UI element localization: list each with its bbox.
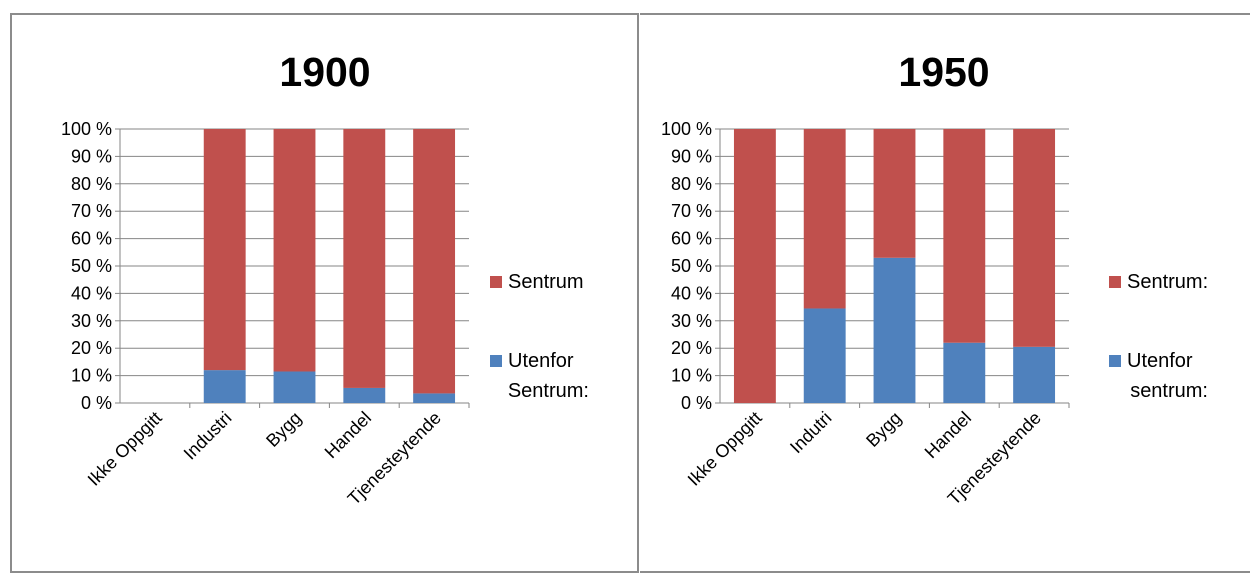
legend-swatch-sentrum xyxy=(1109,276,1121,288)
chart-panel-1900: 1900 0 % 10 % 20 % 30 % 40 % 50 % 60 % 70 % 80 % 9… xyxy=(10,13,639,573)
y-tick-label: 10 % xyxy=(71,366,112,386)
y-tick-label: 90 % xyxy=(671,146,712,166)
y-tick-label: 90 % xyxy=(71,146,112,166)
bar-blue-2 xyxy=(873,257,916,403)
bar-blue-4 xyxy=(1013,346,1056,403)
chart-1900: 1900 0 % 10 % 20 % 30 % 40 % 50 % 60 % 70 % 80 % 9… xyxy=(61,49,589,509)
y-tick-label: 70 % xyxy=(71,201,112,221)
bar-red-1 xyxy=(203,129,246,371)
legend-swatch-sentrum xyxy=(490,276,502,288)
y-tick-label: 80 % xyxy=(671,174,712,194)
y-tick-label: 60 % xyxy=(671,229,712,249)
y-tick-label: 30 % xyxy=(71,311,112,331)
y-tick-label: 100 % xyxy=(61,119,112,139)
bar-red-3 xyxy=(343,129,386,388)
x-tick-label: Handel xyxy=(321,408,375,462)
x-tick-label: Indutri xyxy=(786,408,836,458)
bar-blue-1 xyxy=(203,370,246,403)
y-tick-label: 50 % xyxy=(671,256,712,276)
chart-panel-1950: 1950 0 % 10 % 20 % 30 % 40 % 50 % 60 % 70 % 80 % 9… xyxy=(640,13,1250,573)
y-tick-label: 0 % xyxy=(681,393,712,413)
chart-1950: 1950 0 % 10 % 20 % 30 % 40 % 50 % 60 % 70 % 80 % 9… xyxy=(661,49,1208,509)
bar-red-4 xyxy=(413,129,456,394)
y-tick-label: 20 % xyxy=(671,338,712,358)
x-tick-label: Handel xyxy=(921,408,975,462)
legend-swatch-utenfor xyxy=(1109,355,1121,367)
bar-red-2 xyxy=(273,129,316,372)
bar-red-0 xyxy=(733,129,776,403)
bar-blue-1 xyxy=(803,308,846,403)
bar-red-1 xyxy=(803,129,846,309)
y-tick-label: 10 % xyxy=(671,366,712,386)
bar-red-3 xyxy=(943,129,986,343)
bar-blue-2 xyxy=(273,371,316,403)
y-tick-label: 80 % xyxy=(71,174,112,194)
x-tick-label: Industri xyxy=(180,408,236,464)
x-tick-label: Bygg xyxy=(262,408,305,451)
bar-blue-3 xyxy=(943,342,986,403)
y-tick-label: 100 % xyxy=(661,119,712,139)
legend-label-sentrum: Sentrum: xyxy=(1127,271,1208,293)
y-tick-label: 30 % xyxy=(671,311,712,331)
bar-red-4 xyxy=(1013,129,1056,347)
y-tick-label: 40 % xyxy=(671,283,712,303)
y-tick-label: 50 % xyxy=(71,256,112,276)
y-tick-label: 40 % xyxy=(71,283,112,303)
bar-red-2 xyxy=(873,129,916,258)
x-tick-label: Ikke Oppgitt xyxy=(684,408,766,490)
bar-blue-3 xyxy=(343,387,386,403)
y-tick-label: 70 % xyxy=(671,201,712,221)
chart-title: 1950 xyxy=(898,49,989,95)
chart-title: 1900 xyxy=(279,49,370,95)
legend-label-utenfor: Utenfor Sentrum: xyxy=(508,350,589,402)
y-tick-label: 20 % xyxy=(71,338,112,358)
legend-label-utenfor: Utenfor sentrum: xyxy=(1127,350,1208,402)
y-tick-label: 60 % xyxy=(71,229,112,249)
x-tick-label: Ikke Oppgitt xyxy=(84,408,166,490)
legend-swatch-utenfor xyxy=(490,355,502,367)
y-tick-label: 0 % xyxy=(81,393,112,413)
x-tick-label: Bygg xyxy=(862,408,905,451)
legend-label-sentrum: Sentrum xyxy=(508,271,584,293)
bar-blue-4 xyxy=(413,393,456,403)
